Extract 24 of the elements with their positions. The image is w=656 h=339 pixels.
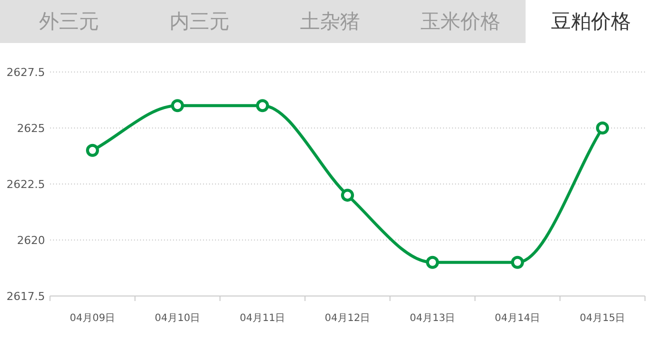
text: 土杂猪 (300, 9, 360, 33)
y-tick-label: 2627.5 (6, 66, 45, 79)
y-tick-label: 2617.5 (6, 290, 45, 303)
x-tick-label: 04月14日 (494, 313, 540, 324)
point (341, 188, 354, 202)
text: 外三元 (39, 9, 100, 33)
point (256, 99, 269, 112)
point (86, 144, 99, 157)
y-tick-label: 2625 (17, 122, 45, 135)
text: 内三元 (170, 9, 230, 33)
point (511, 256, 524, 269)
point (596, 122, 609, 134)
point (426, 256, 439, 269)
x-tick-label: 04月11日 (240, 313, 286, 324)
text: 玉米价格 (420, 9, 500, 33)
point (171, 99, 184, 112)
x-tick-label: 04月12日 (324, 313, 370, 324)
text: 豆粕价格 (550, 9, 631, 33)
x-tick-label: 04月09日 (70, 313, 116, 324)
x-tick-label: 04月15日 (580, 313, 626, 324)
x-tick-label: 04月13日 (410, 313, 456, 324)
x-tick-label: 04月10日 (154, 313, 200, 324)
y-tick-label: 2622.5 (6, 178, 45, 191)
y-tick-label: 2620 (17, 234, 45, 247)
